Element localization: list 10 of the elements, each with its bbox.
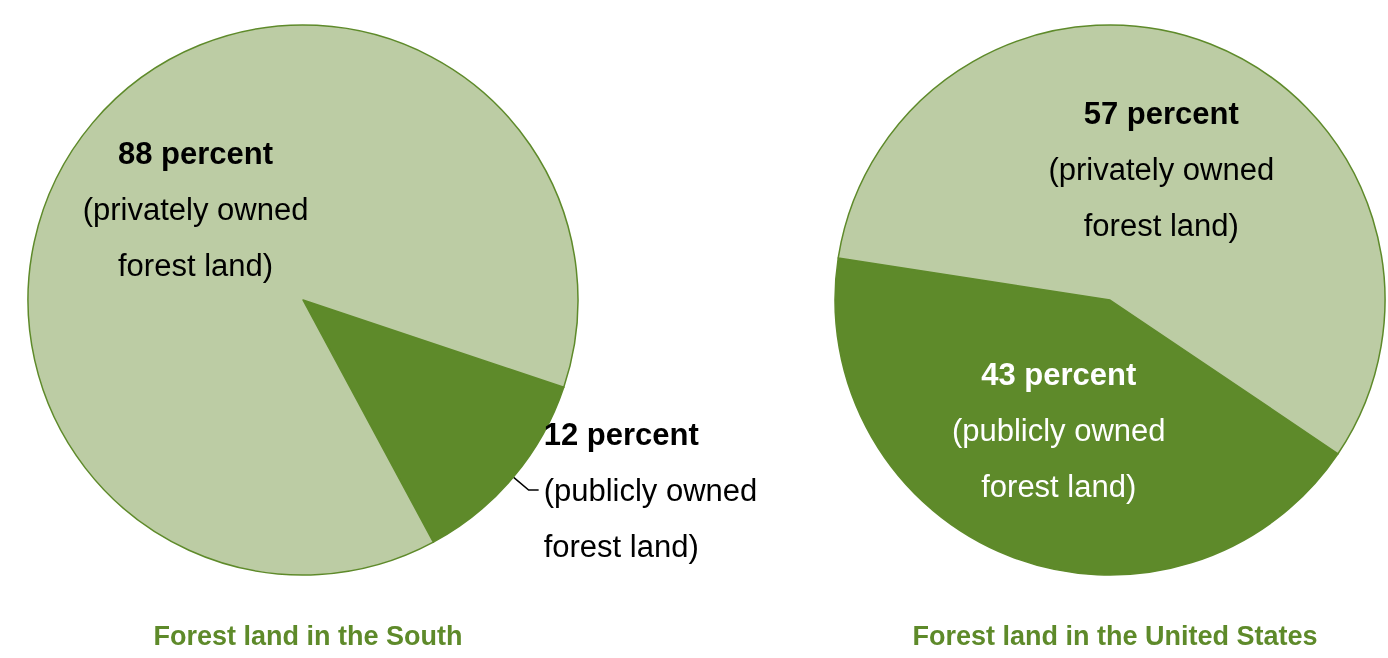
- slice-label: (publicly owned forest land): [543, 472, 758, 564]
- slice-label: (privately owned forest land): [1048, 151, 1275, 243]
- data-label: 43 percent: [981, 357, 1137, 393]
- slice-label: (privately owned forest land): [82, 192, 309, 283]
- data-label: 57 percent: [1083, 95, 1239, 131]
- data-label: 12 percent: [543, 416, 699, 452]
- slice-label: (publicly owned forest land): [951, 413, 1166, 505]
- data-label: 88 percent: [117, 136, 274, 171]
- text: Forest land in the South: [153, 620, 463, 651]
- text: Forest land in the United States: [912, 620, 1318, 651]
